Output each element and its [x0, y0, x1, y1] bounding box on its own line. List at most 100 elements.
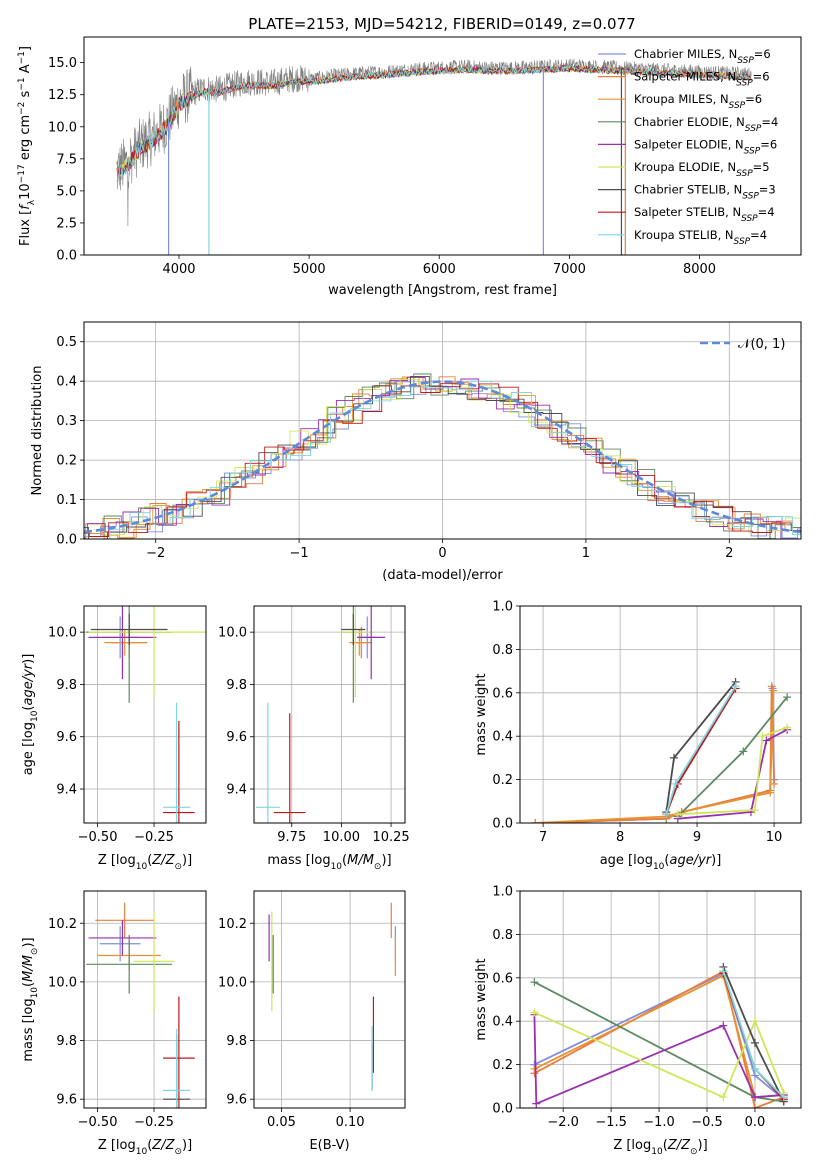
mass-weight-marker: [719, 1093, 728, 1102]
mass-weight-marker: [531, 819, 540, 823]
y-tick-label: 0.1: [56, 493, 77, 508]
label-part: (: [663, 1138, 668, 1153]
y-tick-label: 15.0: [48, 56, 77, 71]
x-tick-label: −2.0: [547, 1115, 579, 1130]
x-axis-label: Z [log10(Z/Z⊙)]: [98, 1138, 192, 1157]
label-part: Z [log: [98, 1138, 136, 1153]
legend-entry: Salpeter MILES, NSSP=6: [634, 70, 770, 89]
label-part: SSP: [734, 237, 751, 247]
label-part: Salpeter ELODIE, N: [634, 137, 744, 151]
label-part: )]: [182, 1138, 192, 1153]
x-tick-label: 2: [725, 546, 733, 561]
mass-weight-marker: [766, 788, 775, 797]
label-part: −17: [17, 164, 27, 183]
y-tick-label: 9.6: [226, 730, 247, 745]
x-tick-label: −0.25: [134, 830, 174, 845]
label-part: (: [21, 982, 36, 987]
label-part: age/yr: [21, 662, 36, 705]
label-part: (: [147, 853, 152, 868]
label-part: Chabrier MILES, N: [634, 47, 737, 61]
label-part: 10: [653, 862, 665, 872]
age-vs-z-frame: [83, 605, 207, 824]
label-part: Kroupa MILES, N: [634, 92, 729, 106]
label-part: SSP: [737, 56, 754, 66]
label-part: SSP: [745, 124, 762, 134]
y-tick-label: 0.4: [492, 730, 513, 745]
mass-weight-line: [722, 966, 785, 1102]
x-tick-label: 7: [539, 830, 547, 845]
x-tick-label: 0: [438, 546, 446, 561]
x-tick-label: 7000: [553, 262, 586, 277]
y-tick-label: 10.0: [48, 120, 77, 135]
label-part: =6: [745, 92, 762, 106]
label-part: SSP: [741, 214, 758, 224]
label-part: age/yr: [669, 853, 712, 868]
mass-weight-marker: [762, 736, 771, 745]
chart-layer: 4000 5000 6000 7000 80000.02.55.07.510.012.5…: [17, 36, 802, 1157]
mass-weight-marker: [750, 1038, 759, 1047]
spectrum-axes: [80, 62, 700, 259]
y-tick-label: 0.2: [56, 454, 77, 469]
x-tick-label: 10: [766, 830, 783, 845]
label-part: )]: [182, 853, 192, 868]
y-tick-label: 0.4: [492, 1015, 513, 1030]
figure-title: PLATE=2153, MJD=54212, FIBERID=0149, z=0…: [248, 15, 635, 33]
y-tick-label: 9.6: [56, 730, 77, 745]
label-part: s: [18, 90, 33, 101]
legend-entry: Kroupa ELODIE, NSSP=5: [634, 160, 770, 179]
label-part: Z/Z: [667, 1138, 691, 1153]
label-part: ⊙: [30, 948, 40, 956]
label-part: age [log: [600, 853, 653, 868]
y-tick-label: 0.0: [56, 249, 77, 264]
label-part: (: [342, 853, 347, 868]
label-part: ⊙: [174, 1147, 182, 1157]
mass-weight-marker: [770, 779, 779, 788]
label-part: )]: [21, 654, 36, 664]
x-tick-label: 8: [616, 830, 624, 845]
mass-vs-z-axes: [80, 891, 206, 1112]
y-axis-label: Normed distribution: [30, 366, 45, 496]
mass-weight-marker: [671, 779, 680, 788]
y-tick-label: 0.2: [492, 1058, 513, 1073]
mass-weight-marker: [750, 1064, 759, 1073]
y-tick-label: 0.8: [492, 643, 513, 658]
x-axis-label: E(B-V): [309, 1138, 349, 1153]
label-part: −1: [17, 77, 27, 90]
mass-weight-marker: [530, 978, 539, 987]
label-part: =4: [758, 205, 775, 219]
y-tick-label: 10.0: [48, 626, 77, 641]
label-part: )]: [711, 853, 721, 868]
legend-entry: Salpeter ELODIE, NSSP=6: [634, 137, 777, 156]
mass-weight-marker: [769, 686, 778, 695]
x-tick-label: −0.50: [78, 830, 118, 845]
y-tick-label: 0.4: [56, 375, 77, 390]
y-tick-label: 9.8: [56, 678, 77, 693]
label-part: M/M: [21, 955, 36, 982]
normal-curve: [83, 380, 802, 534]
label-part: =6: [753, 70, 770, 84]
y-axis-label: age [log10(age/yr)]: [21, 654, 40, 776]
y-axis-label: mass weight: [474, 958, 489, 1040]
y-tick-label: 10.0: [218, 626, 247, 641]
label-part: SSP: [744, 146, 761, 156]
y-axis-label: mass weight: [474, 673, 489, 755]
label-part: )]: [21, 937, 36, 947]
mass-vs-ebv-axes: [250, 891, 405, 1112]
y-tick-label: 9.8: [226, 1034, 247, 1049]
label-part: −1: [17, 51, 27, 64]
y-tick-label: 12.5: [48, 88, 77, 103]
y-tick-label: 10.2: [218, 917, 247, 932]
x-tick-label: 10.25: [372, 830, 409, 845]
mass-weight-marker: [783, 693, 792, 702]
label-part: =4: [761, 115, 778, 129]
x-tick-label: 9: [693, 830, 701, 845]
y-tick-label: 9.6: [226, 1093, 247, 1108]
x-tick-label: −0.25: [134, 1115, 174, 1130]
label-part: Salpeter STELIB, N: [634, 205, 741, 219]
residual-histogram: [84, 383, 801, 537]
x-tick-label: −2: [146, 546, 165, 561]
mass-weight-marker: [767, 682, 776, 691]
residual-histogram: [84, 380, 801, 539]
label-part: =5: [753, 160, 770, 174]
label-part: Chabrier STELIB, N: [634, 183, 742, 197]
